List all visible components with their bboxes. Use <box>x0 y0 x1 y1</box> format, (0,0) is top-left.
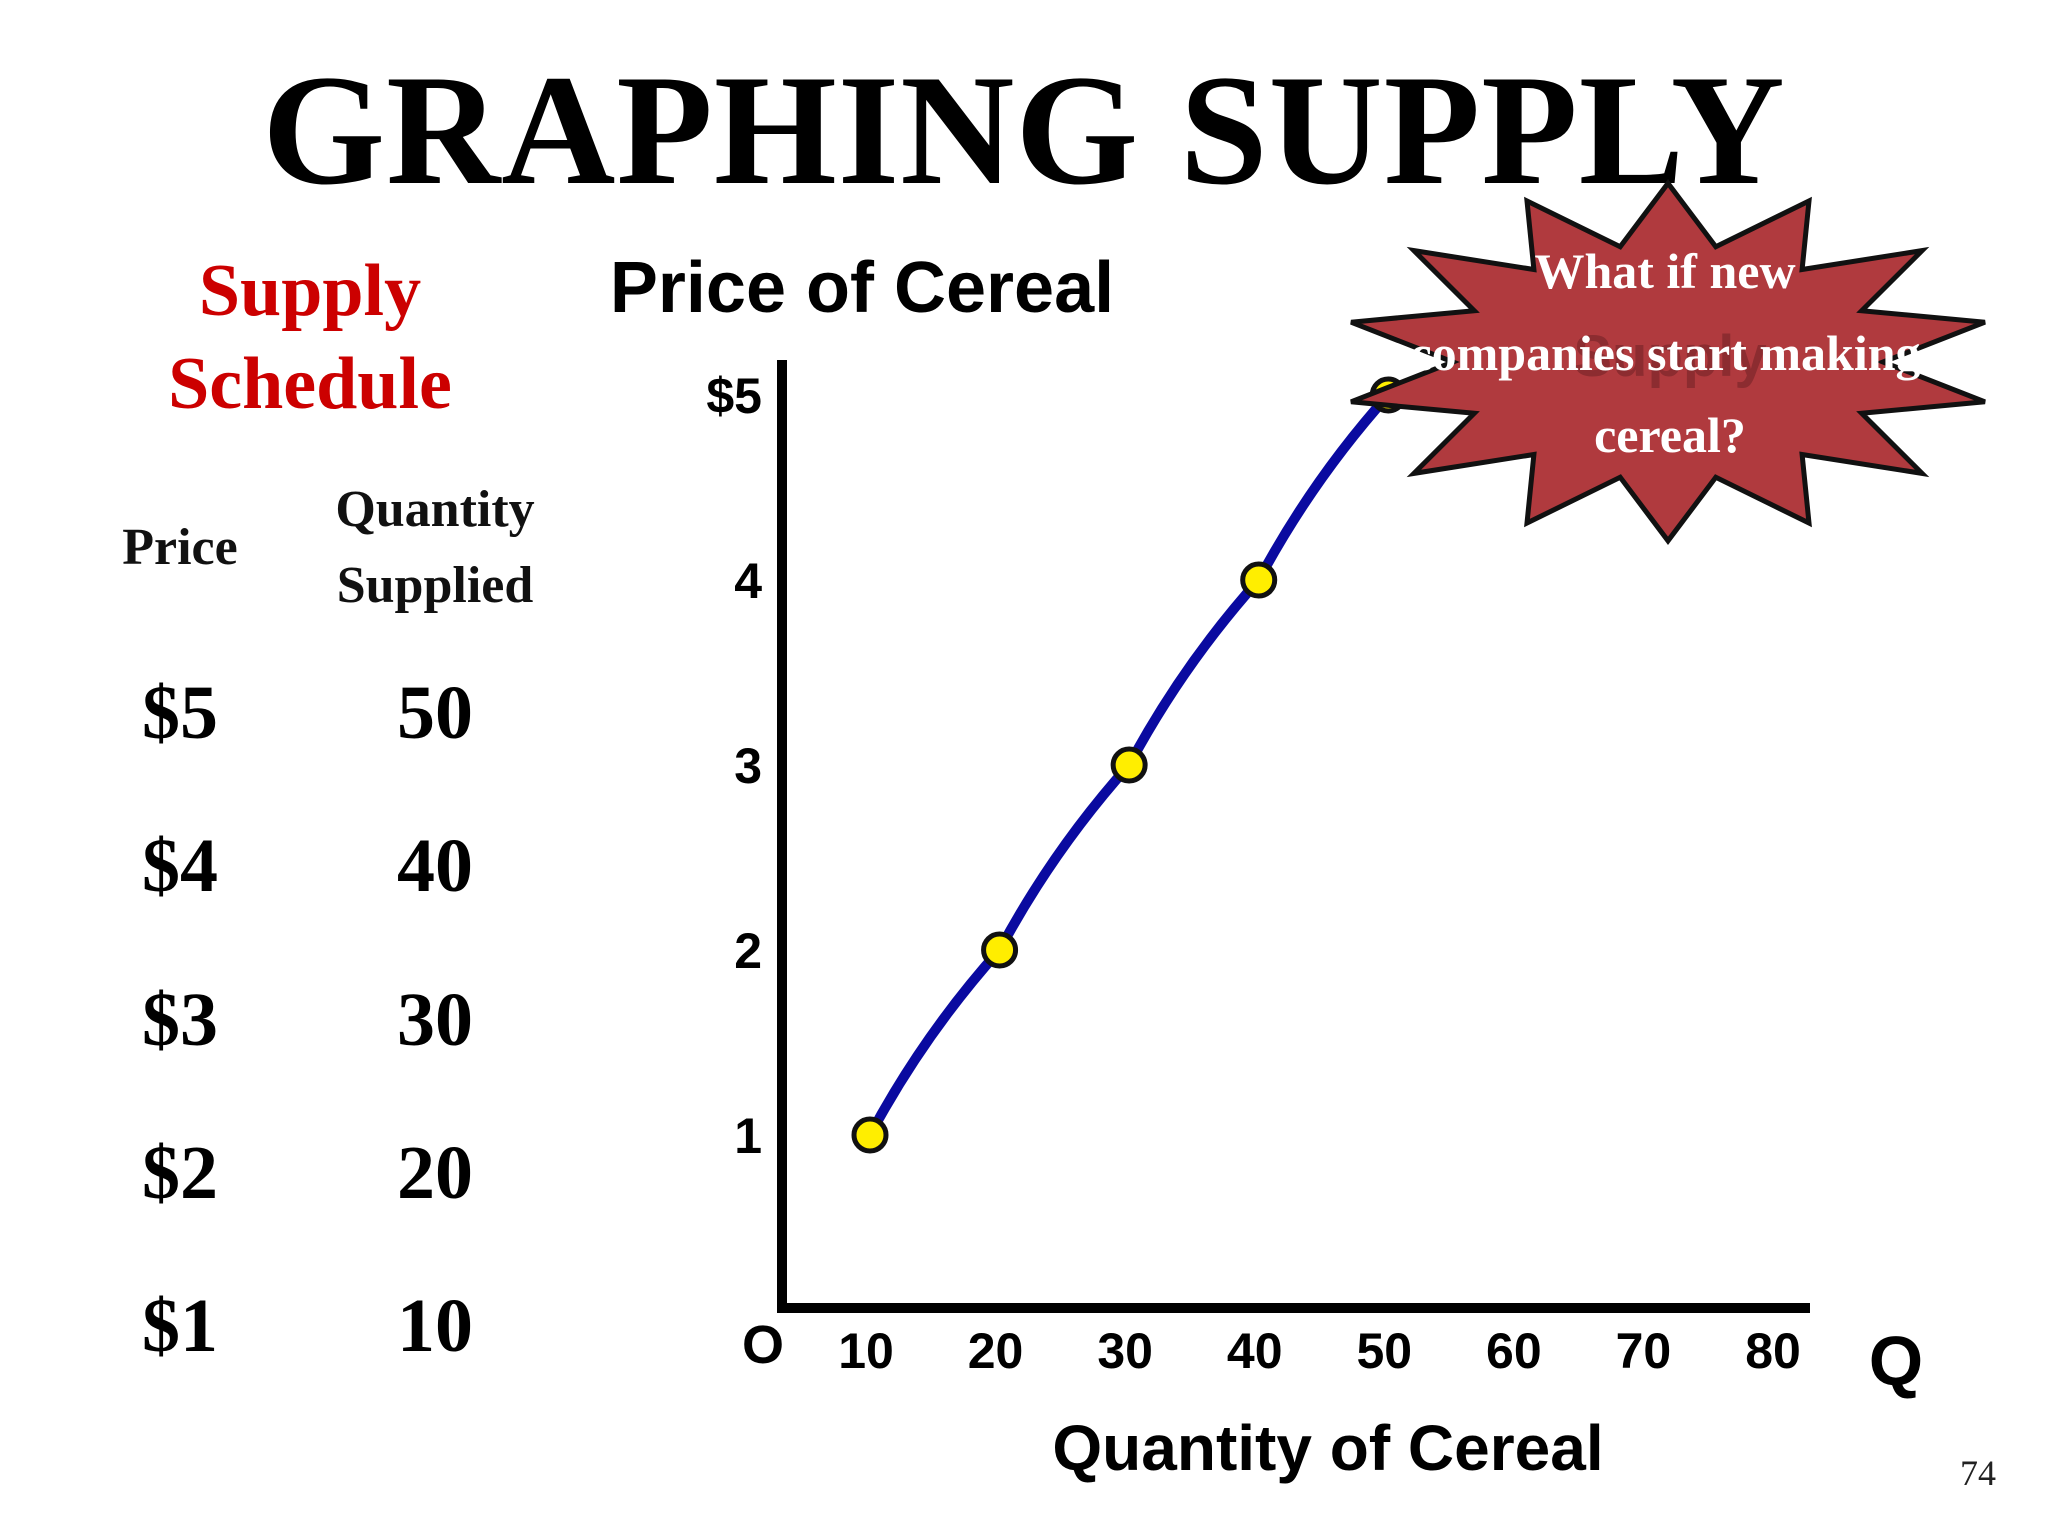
supply-point <box>981 931 1019 969</box>
schedule-price-cell: $3 <box>142 978 218 1062</box>
x-tick-label: 50 <box>1356 1323 1412 1379</box>
quantity-header-line-1: Quantity <box>335 481 535 538</box>
schedule-heading-line-2: Schedule <box>168 343 452 425</box>
quantity-header-line-2: Supplied <box>336 557 534 614</box>
x-tick-label: 70 <box>1616 1323 1672 1379</box>
y-tick-label: 2 <box>734 923 762 979</box>
x-tick-label: 10 <box>838 1323 894 1379</box>
x-tick-label: 40 <box>1227 1323 1283 1379</box>
price-column-header: Price <box>122 519 238 576</box>
callout-text-line-1: What if new <box>1534 243 1795 299</box>
schedule-heading-line-1: Supply <box>198 250 422 332</box>
chart-title: Price of Cereal <box>610 248 1114 328</box>
y-tick-label: $5 <box>706 368 762 424</box>
schedule-qty-cell: 20 <box>397 1131 473 1215</box>
slide-number: 74 <box>1960 1453 1996 1493</box>
origin-label: O <box>742 1315 784 1375</box>
x-tick-label: 60 <box>1486 1323 1542 1379</box>
supply-point <box>851 1116 889 1154</box>
x-tick-label: 30 <box>1097 1323 1153 1379</box>
schedule-qty-cell: 30 <box>397 978 473 1062</box>
callout-burst-shape <box>1350 179 1986 545</box>
x-tick-label: 20 <box>968 1323 1024 1379</box>
x-axis-title: Quantity of Cereal <box>1052 1412 1603 1484</box>
schedule-qty-cell: 50 <box>397 671 473 755</box>
supply-point <box>1110 746 1148 784</box>
schedule-price-cell: $1 <box>142 1284 218 1368</box>
schedule-price-cell: $2 <box>142 1131 218 1215</box>
schedule-qty-cell: 10 <box>397 1284 473 1368</box>
callout-ghost-label: Supply <box>1573 324 1766 389</box>
y-tick-label: 3 <box>734 738 762 794</box>
callout-text-line-2: companies start making <box>1409 325 1920 381</box>
y-tick-label: 4 <box>734 553 762 609</box>
quantity-column-header: Quantity Supplied <box>310 472 560 624</box>
x-tick-label: 80 <box>1745 1323 1801 1379</box>
slide-title: GRAPHING SUPPLY <box>262 43 1786 218</box>
x-axis-letter: Q <box>1869 1322 1923 1400</box>
callout-text-line-3: cereal? <box>1594 407 1746 463</box>
schedule-price-cell: $4 <box>142 824 218 908</box>
schedule-price-cell: $5 <box>142 671 218 755</box>
supply-point <box>1240 561 1278 599</box>
y-tick-label: 1 <box>734 1108 762 1164</box>
callout-starburst: Supply What if new companies start makin… <box>1350 179 1986 545</box>
supply-schedule-heading: Supply Schedule <box>110 245 510 431</box>
schedule-qty-cell: 40 <box>397 824 473 908</box>
